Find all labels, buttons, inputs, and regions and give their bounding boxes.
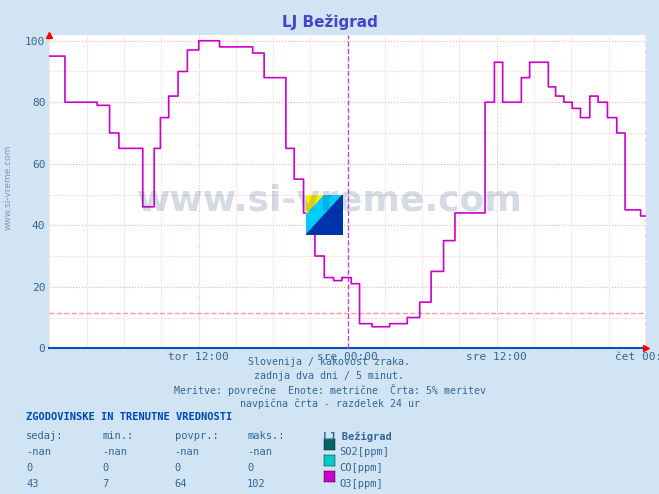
Text: 64: 64 <box>175 479 187 489</box>
Text: sedaj:: sedaj: <box>26 431 64 441</box>
Text: 0: 0 <box>247 463 253 473</box>
Polygon shape <box>306 195 343 235</box>
Text: zadnja dva dni / 5 minut.: zadnja dva dni / 5 minut. <box>254 370 405 380</box>
Text: Meritve: povrečne  Enote: metrične  Črta: 5% meritev: Meritve: povrečne Enote: metrične Črta: … <box>173 384 486 396</box>
Polygon shape <box>306 195 343 235</box>
Text: -nan: -nan <box>247 447 272 457</box>
Text: 7: 7 <box>102 479 108 489</box>
Text: SO2[ppm]: SO2[ppm] <box>339 447 389 457</box>
Text: 102: 102 <box>247 479 266 489</box>
Text: min.:: min.: <box>102 431 133 441</box>
Text: www.si-vreme.com: www.si-vreme.com <box>4 145 13 230</box>
Text: ZGODOVINSKE IN TRENUTNE VREDNOSTI: ZGODOVINSKE IN TRENUTNE VREDNOSTI <box>26 412 233 422</box>
Text: -nan: -nan <box>175 447 200 457</box>
Text: maks.:: maks.: <box>247 431 285 441</box>
Text: www.si-vreme.com: www.si-vreme.com <box>136 183 523 217</box>
Text: LJ Bežigrad: LJ Bežigrad <box>323 431 391 442</box>
Text: LJ Bežigrad: LJ Bežigrad <box>281 14 378 30</box>
Text: -nan: -nan <box>26 447 51 457</box>
Text: 43: 43 <box>26 479 39 489</box>
Text: Slovenija / kakovost zraka.: Slovenija / kakovost zraka. <box>248 357 411 367</box>
Text: O3[ppm]: O3[ppm] <box>339 479 383 489</box>
Text: navpična črta - razdelek 24 ur: navpična črta - razdelek 24 ur <box>239 398 420 409</box>
Text: CO[ppm]: CO[ppm] <box>339 463 383 473</box>
Text: 0: 0 <box>26 463 32 473</box>
Text: -nan: -nan <box>102 447 127 457</box>
Text: 0: 0 <box>102 463 108 473</box>
Text: povpr.:: povpr.: <box>175 431 218 441</box>
Text: 0: 0 <box>175 463 181 473</box>
Polygon shape <box>306 195 325 215</box>
